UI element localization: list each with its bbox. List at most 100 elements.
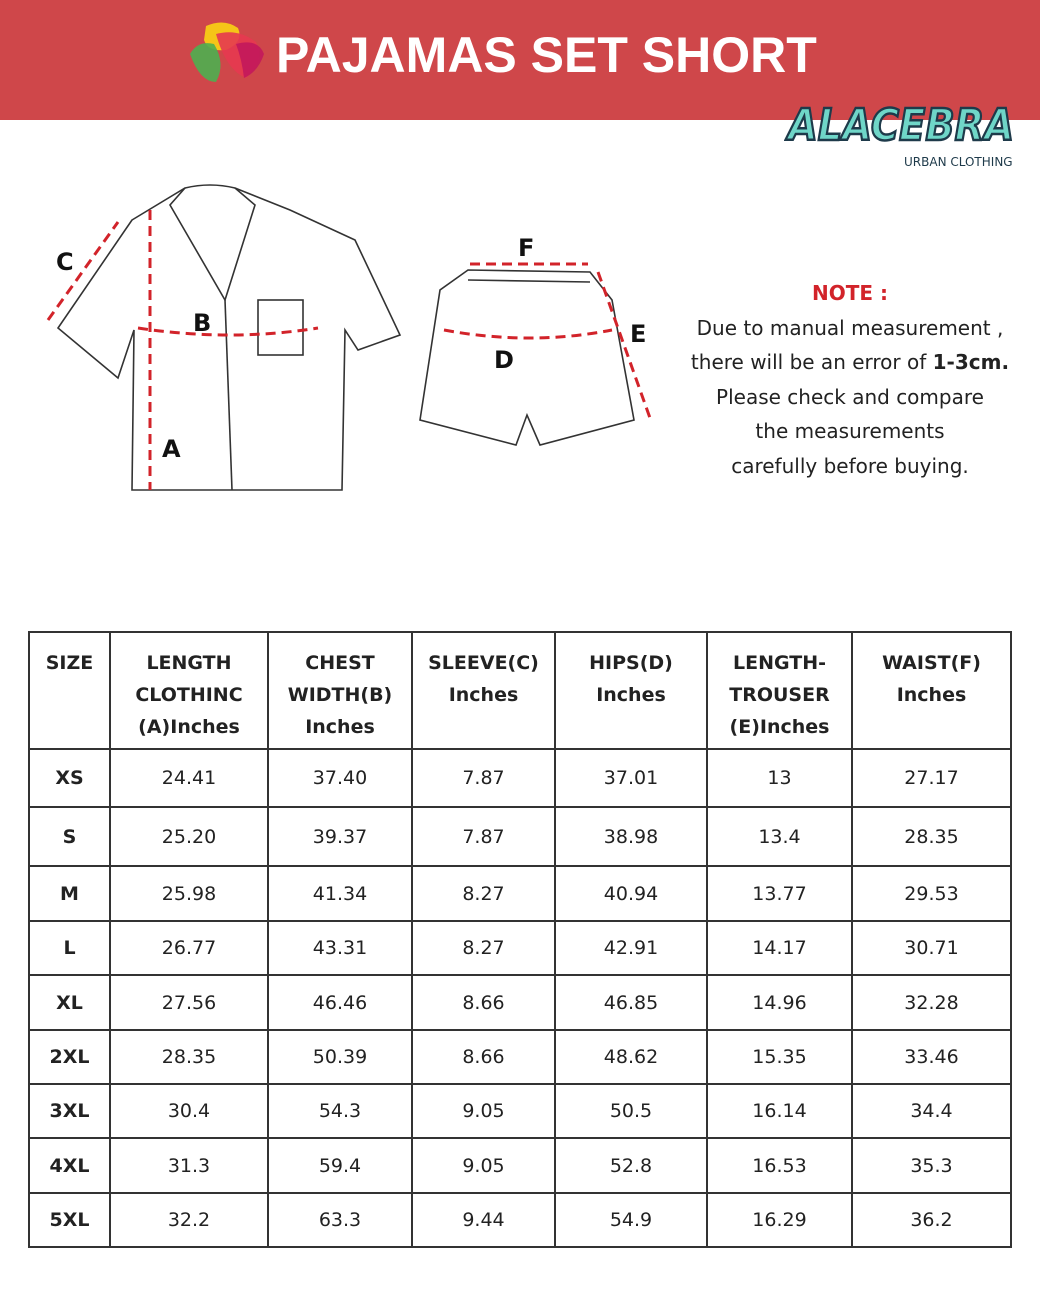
measurement-cell: 43.31 [267, 920, 413, 976]
column-header-line: Inches [448, 684, 519, 706]
measurement-cell: 42.91 [554, 920, 708, 976]
measurement-cell: 26.77 [109, 920, 269, 976]
size-cell: 3XL [28, 1083, 111, 1139]
column-header: LENGTH- TROUSER (E)Inches [706, 631, 853, 750]
note-heading: NOTE : [811, 281, 888, 305]
measurement-cell: 39.37 [267, 806, 413, 867]
column-header-line: Inches [305, 716, 375, 738]
note-line: Please check and compare [716, 384, 984, 409]
size-cell: XL [28, 974, 111, 1031]
alacebra-logo: ALACEBRA URBAN CLOTHING [784, 99, 1015, 169]
column-header-line: SLEEVE(C) [428, 652, 539, 674]
column-header-line: TROUSER [729, 684, 830, 706]
column-header-line: (E)Inches [729, 716, 830, 738]
measurement-cell: 35.3 [851, 1137, 1012, 1194]
column-header: SLEEVE(C) Inches [411, 631, 556, 750]
column-header: WAIST(F) Inches [851, 631, 1012, 750]
table-header-row: SIZE LENGTH CLOTHINC (A)Inches CHEST WIDTH(B)… [28, 631, 1012, 750]
measurement-cell: 28.35 [109, 1029, 269, 1085]
measurement-cell: 13 [706, 748, 853, 808]
label-f: F [518, 234, 534, 262]
size-cell: 5XL [28, 1192, 111, 1248]
size-cell: XS [28, 748, 111, 808]
measurement-cell: 30.4 [109, 1083, 269, 1139]
column-header-line: WAIST(F) [882, 652, 981, 674]
measurement-cell: 28.35 [851, 806, 1012, 867]
measurement-cell: 38.98 [554, 806, 708, 867]
column-header-line: HIPS(D) [589, 652, 673, 674]
measurement-cell: 13.77 [706, 865, 853, 922]
size-cell: L [28, 920, 111, 976]
table-row: 4XL 31.3 59.4 9.05 52.8 16.53 35.3 [28, 1137, 1012, 1194]
column-header-line: SIZE [45, 652, 94, 674]
measurement-cell: 27.56 [109, 974, 269, 1031]
table-row: 2XL 28.35 50.39 8.66 48.62 15.35 33.46 [28, 1029, 1012, 1085]
measurement-cell: 9.05 [411, 1083, 556, 1139]
measurement-cell: 9.44 [411, 1192, 556, 1248]
note-line: there will be an error of 1-3cm. [680, 345, 1020, 380]
measurement-cell: 50.39 [267, 1029, 413, 1085]
measurement-cell: 14.96 [706, 974, 853, 1031]
measurement-cell: 16.53 [706, 1137, 853, 1194]
size-cell: M [28, 865, 111, 922]
measurement-cell: 27.17 [851, 748, 1012, 808]
column-header: HIPS(D) Inches [554, 631, 708, 750]
label-a: A [162, 435, 181, 463]
brand-subtitle: URBAN CLOTHING [904, 155, 1013, 169]
table-row: L 26.77 43.31 8.27 42.91 14.17 30.71 [28, 920, 1012, 976]
measurement-cell: 7.87 [411, 806, 556, 867]
label-d: D [494, 346, 514, 374]
note-error-range: 1-3cm. [932, 350, 1010, 374]
column-header-line: CHEST [305, 652, 375, 674]
size-cell: S [28, 806, 111, 867]
table-row: S 25.20 39.37 7.87 38.98 13.4 28.35 [28, 806, 1012, 867]
measurement-cell: 8.27 [411, 865, 556, 922]
note-line: carefully before buying. [731, 453, 969, 478]
measurement-cell: 8.66 [411, 1029, 556, 1085]
measurement-cell: 32.2 [109, 1192, 269, 1248]
note-line: Due to manual measurement , [696, 315, 1004, 340]
garment-diagram: A B C D E F [46, 184, 652, 491]
measurement-cell: 24.41 [109, 748, 269, 808]
measurement-cell: 46.46 [267, 974, 413, 1031]
column-header-line: Inches [596, 684, 666, 706]
measurement-cell: 48.62 [554, 1029, 708, 1085]
measurement-cell: 8.66 [411, 974, 556, 1031]
measurement-cell: 41.34 [267, 865, 413, 922]
column-header-line: CLOTHINC [135, 684, 243, 706]
column-header-line: Inches [896, 684, 967, 706]
measurement-cell: 40.94 [554, 865, 708, 922]
measurement-cell: 37.01 [554, 748, 708, 808]
column-header: CHEST WIDTH(B) Inches [267, 631, 413, 750]
note-line: the measurements [755, 419, 945, 443]
measurement-note: NOTE : Due to manual measurement , there… [680, 276, 1020, 483]
measurement-cell: 9.05 [411, 1137, 556, 1194]
label-e: E [630, 320, 646, 348]
measurement-cell: 37.40 [267, 748, 413, 808]
measurement-cell: 34.4 [851, 1083, 1012, 1139]
measurement-cell: 50.5 [554, 1083, 708, 1139]
column-header-line: LENGTH- [733, 652, 826, 674]
table-row: XL 27.56 46.46 8.66 46.85 14.96 32.28 [28, 974, 1012, 1031]
measurement-cell: 52.8 [554, 1137, 708, 1194]
measurement-cell: 33.46 [851, 1029, 1012, 1085]
measurement-cell: 8.27 [411, 920, 556, 976]
size-cell: 4XL [28, 1137, 111, 1194]
header-banner [0, 0, 1040, 120]
table-row: M 25.98 41.34 8.27 40.94 13.77 29.53 [28, 865, 1012, 922]
measurement-cell: 7.87 [411, 748, 556, 808]
measurement-cell: 25.20 [109, 806, 269, 867]
measurement-cell: 46.85 [554, 974, 708, 1031]
measurement-cell: 31.3 [109, 1137, 269, 1194]
column-header-line: (A)Inches [138, 716, 240, 738]
page-title: PAJAMAS SET SHORT [276, 27, 817, 83]
measurement-cell: 36.2 [851, 1192, 1012, 1248]
column-header-line: LENGTH [146, 652, 232, 674]
measurement-cell: 29.53 [851, 865, 1012, 922]
measurement-cell: 54.3 [267, 1083, 413, 1139]
brand-name: ALACEBRA [785, 100, 1014, 151]
table-row: 5XL 32.2 63.3 9.44 54.9 16.29 36.2 [28, 1192, 1012, 1248]
measurement-cell: 13.4 [706, 806, 853, 867]
label-b: B [193, 309, 211, 337]
size-cell: 2XL [28, 1029, 111, 1085]
